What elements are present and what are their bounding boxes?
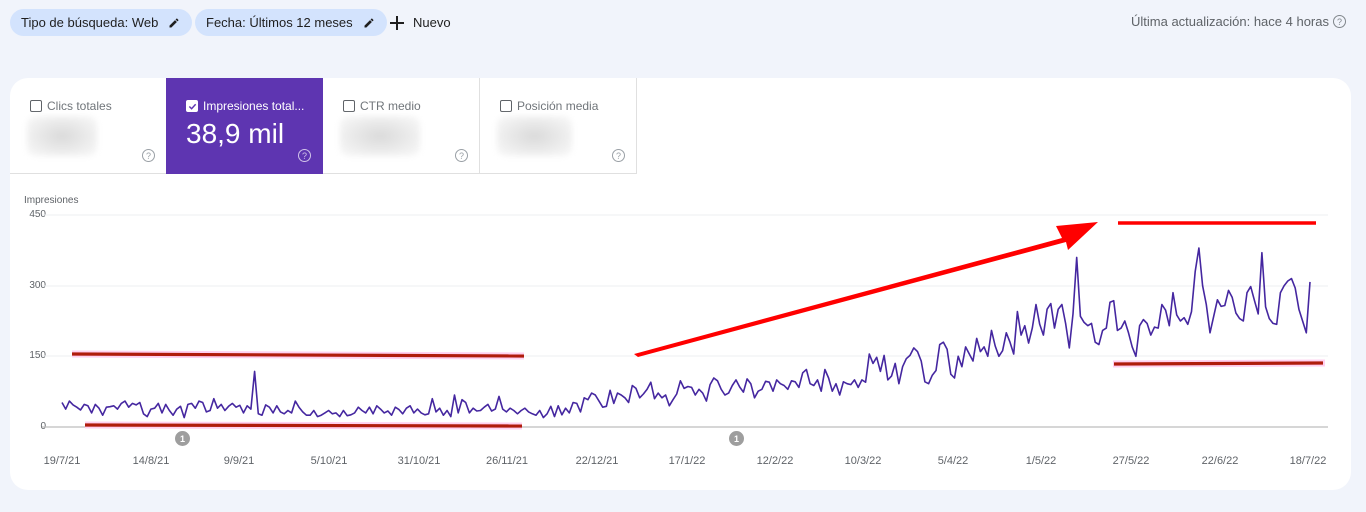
filter-chip-date[interactable]: Fecha: Últimos 12 meses <box>195 9 387 36</box>
filter-chip-search-type[interactable]: Tipo de búsqueda: Web <box>10 9 193 36</box>
new-filter-button[interactable]: Nuevo <box>390 9 451 36</box>
x-tick: 26/11/21 <box>485 455 529 467</box>
metric-label: Impresiones total... <box>203 99 305 113</box>
x-tick: 22/6/22 <box>1201 455 1239 467</box>
last-updated: Última actualización: hace 4 horas ? <box>1131 14 1346 29</box>
y-axis-title: Impresiones <box>24 195 79 206</box>
x-tick: 5/10/21 <box>310 455 348 467</box>
help-icon[interactable]: ? <box>298 149 311 162</box>
metric-total-clicks[interactable]: Clics totales ? <box>10 78 167 174</box>
x-tick: 18/7/22 <box>1289 455 1327 467</box>
event-marker[interactable]: 1 <box>175 431 190 446</box>
x-tick: 14/8/21 <box>132 455 170 467</box>
metric-label: CTR medio <box>360 99 421 113</box>
metric-average-position[interactable]: Posición media ? <box>480 78 637 174</box>
metric-label: Clics totales <box>47 99 112 113</box>
checkbox-icon[interactable] <box>343 100 355 112</box>
x-tick: 22/12/21 <box>575 455 619 467</box>
metric-average-ctr[interactable]: CTR medio ? <box>323 78 480 174</box>
last-updated-text: Última actualización: hace 4 horas <box>1131 14 1329 29</box>
pencil-icon <box>364 17 374 27</box>
checkbox-checked-icon[interactable] <box>186 100 198 112</box>
x-tick: 19/7/21 <box>43 455 81 467</box>
performance-card: Clics totales ? Impresiones total... 38,… <box>10 78 1351 490</box>
x-tick: 1/5/22 <box>1025 455 1057 467</box>
checkbox-icon[interactable] <box>30 100 42 112</box>
impressions-series-line <box>61 247 1311 419</box>
trend-arrow <box>634 222 1098 357</box>
metric-value-redacted <box>27 116 97 156</box>
filter-chip-label: Tipo de búsqueda: Web <box>21 15 159 30</box>
help-icon[interactable]: ? <box>1333 15 1346 28</box>
metric-value-redacted <box>497 116 572 156</box>
metric-total-impressions[interactable]: Impresiones total... 38,9 mil ? <box>166 78 323 174</box>
x-tick: 5/4/22 <box>937 455 969 467</box>
checkbox-icon[interactable] <box>500 100 512 112</box>
metric-value: 38,9 mil <box>186 118 285 149</box>
y-tick: 450 <box>29 209 46 220</box>
help-icon[interactable]: ? <box>612 149 625 162</box>
metric-label: Posición media <box>517 99 599 113</box>
filter-chip-label: Fecha: Últimos 12 meses <box>206 15 353 30</box>
help-icon[interactable]: ? <box>142 149 155 162</box>
annotation-overlay <box>71 221 1326 430</box>
x-tick: 9/9/21 <box>223 455 255 467</box>
x-tick: 12/2/22 <box>756 455 794 467</box>
gridlines <box>42 214 1328 357</box>
y-tick: 300 <box>29 280 46 291</box>
x-tick: 10/3/22 <box>844 455 882 467</box>
impressions-line-chart[interactable] <box>10 78 1351 490</box>
help-icon[interactable]: ? <box>455 149 468 162</box>
new-filter-label: Nuevo <box>413 15 451 30</box>
x-tick: 31/10/21 <box>397 455 441 467</box>
plus-icon <box>390 15 404 30</box>
metric-value-redacted <box>340 116 420 156</box>
x-tick: 17/1/22 <box>668 455 706 467</box>
x-tick: 27/5/22 <box>1112 455 1150 467</box>
y-tick: 150 <box>29 350 46 361</box>
event-marker[interactable]: 1 <box>729 431 744 446</box>
pencil-icon <box>169 17 179 27</box>
